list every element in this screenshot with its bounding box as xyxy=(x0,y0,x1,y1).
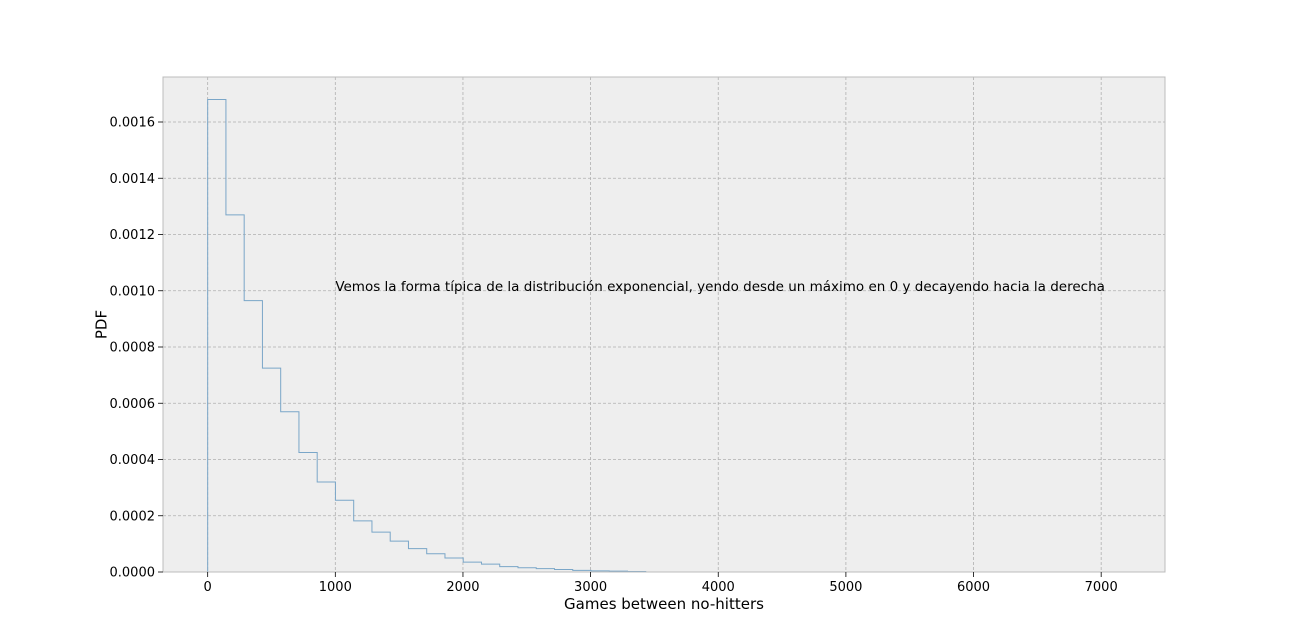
x-axis: 0 1000 2000 3000 4000 5000 6000 7000 xyxy=(204,572,1118,595)
grid xyxy=(163,77,1165,572)
histogram-step-line xyxy=(207,99,647,572)
x-tick-label: 1000 xyxy=(319,580,352,595)
y-tick-label: 0.0002 xyxy=(110,509,156,524)
y-tick-label: 0.0012 xyxy=(110,228,156,243)
plot-frame xyxy=(162,76,1166,573)
x-tick-label: 4000 xyxy=(702,580,735,595)
y-tick-label: 0.0014 xyxy=(110,172,156,187)
x-tick-label: 6000 xyxy=(957,580,990,595)
y-tick-label: 0.0008 xyxy=(110,341,156,356)
x-tick-label: 3000 xyxy=(574,580,607,595)
y-tick-label: 0.0006 xyxy=(110,397,156,412)
x-tick-label: 2000 xyxy=(446,580,479,595)
x-tick-label: 0 xyxy=(204,580,212,595)
y-tick-label: 0.0010 xyxy=(110,284,156,299)
plot-area xyxy=(163,77,1165,572)
y-tick-label: 0.0000 xyxy=(110,566,156,581)
x-axis-label: Games between no-hitters xyxy=(564,595,764,613)
y-tick-label: 0.0016 xyxy=(110,116,156,131)
annotation-text: Vemos la forma típica de la distribución… xyxy=(335,279,1105,295)
y-tick-label: 0.0004 xyxy=(110,453,156,468)
y-axis: 0.0000 0.0002 0.0004 0.0006 0.0008 0.0010 0.00… xyxy=(110,116,163,581)
x-tick-label: 5000 xyxy=(829,580,862,595)
y-axis-label: PDF xyxy=(92,310,110,339)
x-tick-label: 7000 xyxy=(1085,580,1118,595)
